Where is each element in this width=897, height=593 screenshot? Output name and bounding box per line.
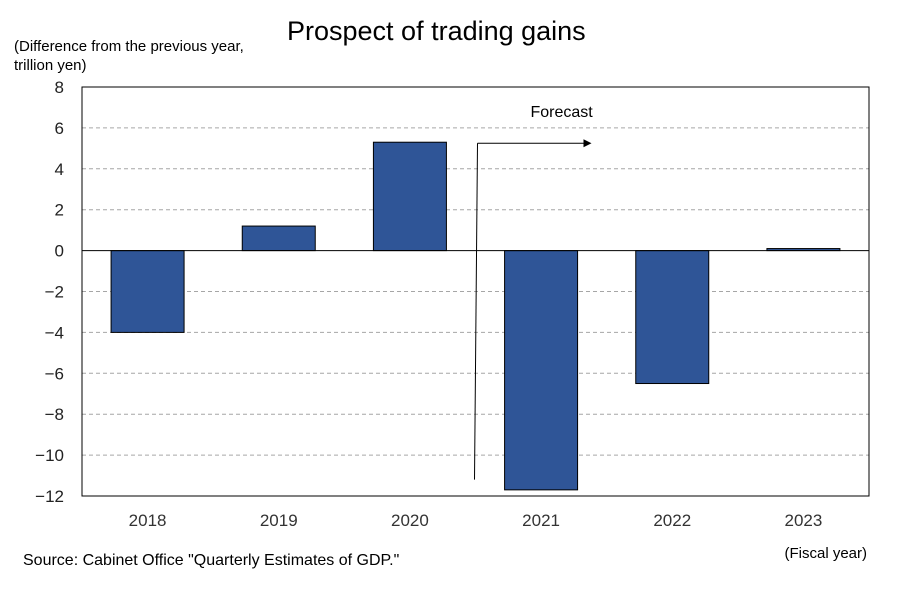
x-axis-label: (Fiscal year)	[784, 545, 867, 562]
x-tick-label: 2022	[653, 511, 691, 530]
tick-labels: 8 6 4 2 0 −2 −4 −6 −8 −10 −12 2018 2019 2020 2021 2022 2…	[35, 78, 822, 530]
plot-frame	[81, 86, 870, 497]
x-tick-label: 2023	[785, 511, 823, 530]
y-tick-label: 8	[55, 78, 64, 97]
chart-title: Prospect of trading gains	[287, 16, 586, 46]
bar-2022	[635, 250, 710, 385]
forecast-annotation: Forecast	[474, 104, 594, 480]
forecast-label: Forecast	[531, 104, 594, 121]
x-tick-label: 2020	[391, 511, 429, 530]
y-tick-label: −4	[45, 323, 64, 342]
source-note: Source: Cabinet Office "Quarterly Estima…	[23, 552, 400, 569]
x-tick-label: 2021	[522, 511, 560, 530]
y-tick-label: 2	[55, 201, 64, 220]
x-tick-label: 2019	[260, 511, 298, 530]
bar-2018	[110, 250, 185, 333]
y-tick-label: −8	[45, 405, 64, 424]
y-axis-label: (Difference from the previous year, tril…	[14, 38, 244, 74]
axes	[81, 86, 870, 497]
y-tick-label: 4	[55, 160, 64, 179]
bar-2019	[241, 225, 316, 252]
bars	[110, 141, 841, 491]
forecast-divider-line	[474, 143, 478, 480]
bar-2021	[504, 250, 579, 491]
bar-2020	[372, 141, 447, 252]
y-tick-label: −12	[35, 487, 64, 506]
y-tick-label: −6	[45, 364, 64, 383]
forecast-arrowhead	[583, 139, 592, 148]
y-tick-label: 6	[55, 119, 64, 138]
y-tick-label: 0	[55, 242, 64, 261]
y-tick-label: −10	[35, 446, 64, 465]
y-tick-label: −2	[45, 283, 64, 302]
x-tick-label: 2018	[129, 511, 167, 530]
